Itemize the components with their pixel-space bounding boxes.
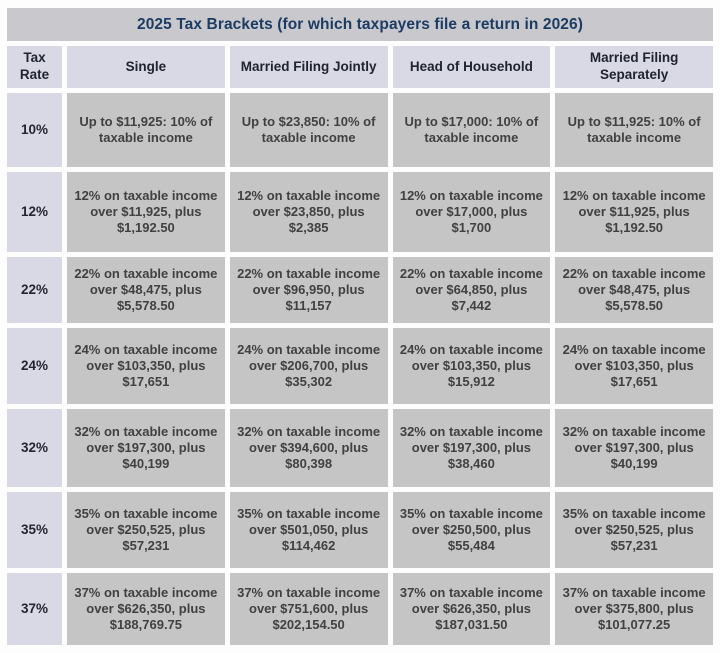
- column-header-tax-rate: Tax Rate: [7, 46, 62, 88]
- bracket-cell: Up to $11,925: 10% of taxable income: [67, 93, 225, 167]
- bracket-cell: Up to $11,925: 10% of taxable income: [555, 93, 713, 167]
- column-header-married-filing-jointly: Married Filing Jointly: [229, 46, 388, 88]
- rate-cell: 10%: [7, 93, 62, 167]
- bracket-cell: 37% on taxable income over $626,350, plu…: [67, 573, 225, 645]
- bracket-cell: Up to $17,000: 10% of taxable income: [392, 93, 551, 167]
- table-title: 2025 Tax Brackets (for which taxpayers f…: [7, 8, 713, 41]
- column-header-single: Single: [67, 46, 225, 88]
- bracket-cell: 24% on taxable income over $103,350, plu…: [555, 328, 713, 404]
- bracket-cell: 22% on taxable income over $48,475, plus…: [555, 257, 713, 323]
- bracket-cell: 32% on taxable income over $197,300, plu…: [555, 409, 713, 487]
- bracket-cell: 37% on taxable income over $626,350, plu…: [392, 573, 551, 645]
- rate-cell: 12%: [7, 172, 62, 252]
- bracket-cell: 35% on taxable income over $250,525, plu…: [555, 492, 713, 568]
- bracket-cell: 12% on taxable income over $23,850, plus…: [229, 172, 388, 252]
- rate-cell: 24%: [7, 328, 62, 404]
- bracket-cell: 35% on taxable income over $501,050, plu…: [229, 492, 388, 568]
- bracket-cell: 35% on taxable income over $250,500, plu…: [392, 492, 551, 568]
- bracket-cell: 24% on taxable income over $206,700, plu…: [229, 328, 388, 404]
- table-frame: 2025 Tax Brackets (for which taxpayers f…: [7, 8, 713, 645]
- rate-cell: 35%: [7, 492, 62, 568]
- bracket-cell: 37% on taxable income over $751,600, plu…: [229, 573, 388, 645]
- bracket-cell: Up to $23,850: 10% of taxable income: [229, 93, 388, 167]
- rate-cell: 22%: [7, 257, 62, 323]
- column-header-head-of-household: Head of Household: [392, 46, 551, 88]
- bracket-cell: 24% on taxable income over $103,350, plu…: [67, 328, 225, 404]
- bracket-cell: 32% on taxable income over $394,600, plu…: [229, 409, 388, 487]
- rate-cell: 32%: [7, 409, 62, 487]
- rate-cell: 37%: [7, 573, 62, 645]
- bracket-cell: 37% on taxable income over $375,800, plu…: [555, 573, 713, 645]
- bracket-cell: 12% on taxable income over $17,000, plus…: [392, 172, 551, 252]
- bracket-cell: 12% on taxable income over $11,925, plus…: [67, 172, 225, 252]
- bracket-cell: 24% on taxable income over $103,350, plu…: [392, 328, 551, 404]
- bracket-cell: 22% on taxable income over $96,950, plus…: [229, 257, 388, 323]
- bracket-cell: 32% on taxable income over $197,300, plu…: [67, 409, 225, 487]
- bracket-cell: 22% on taxable income over $64,850, plus…: [392, 257, 551, 323]
- tax-brackets-grid: Tax Rate Single Married Filing Jointly H…: [7, 46, 713, 645]
- bracket-cell: 32% on taxable income over $197,300, plu…: [392, 409, 551, 487]
- column-header-married-filing-separately: Married Filing Separately: [555, 46, 713, 88]
- bracket-cell: 12% on taxable income over $11,925, plus…: [555, 172, 713, 252]
- bracket-cell: 35% on taxable income over $250,525, plu…: [67, 492, 225, 568]
- bracket-cell: 22% on taxable income over $48,475, plus…: [67, 257, 225, 323]
